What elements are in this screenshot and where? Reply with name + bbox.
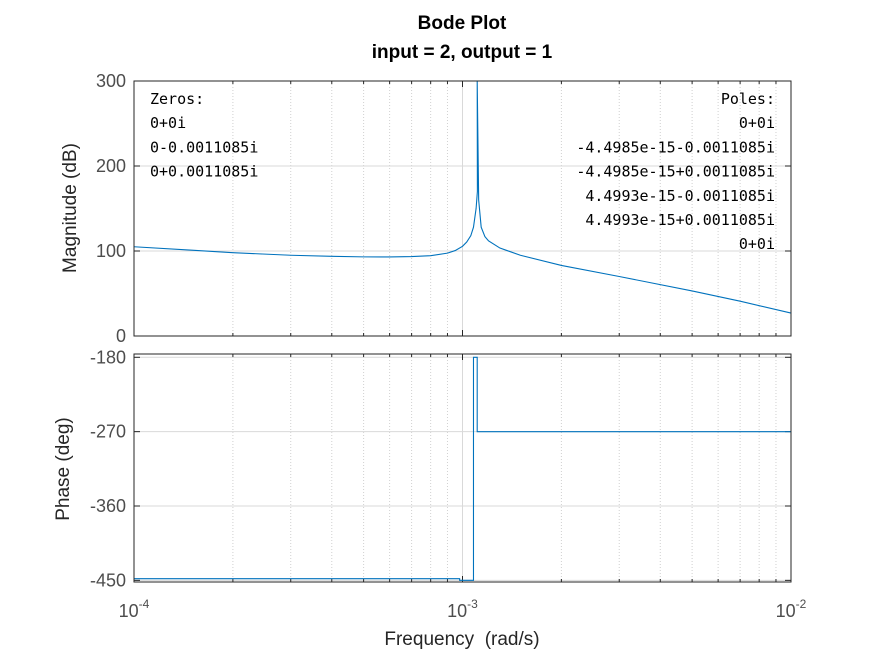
zeros-annotation: Zeros: 0+0i 0-0.0011085i 0+0.0011085i <box>150 90 258 181</box>
phase-axes: -450 -360 -270 -180 10-4 10-3 10-2 <box>90 347 807 621</box>
poles-text-line: -4.4985e-15-0.0011085i <box>576 138 775 156</box>
magnitude-y-tick-label: 300 <box>96 71 126 91</box>
phase-y-tick-label: -360 <box>90 496 126 516</box>
magnitude-y-tick-label: 0 <box>116 326 126 346</box>
magnitude-y-tick-label: 100 <box>96 241 126 261</box>
phase-grid <box>133 354 792 582</box>
zeros-text-line: 0-0.0011085i <box>150 138 258 156</box>
phase-y-tick-label: -180 <box>90 347 126 367</box>
x-axis-label: Frequency (rad/s) <box>384 629 539 650</box>
poles-text-line: 4.4993e-15+0.0011085i <box>585 211 775 229</box>
zeros-text-line: 0+0.0011085i <box>150 163 258 181</box>
x-tick-label: 10-4 <box>119 597 150 621</box>
poles-text-line: 0+0i <box>739 114 775 132</box>
zeros-text-line: Zeros: <box>150 90 204 108</box>
phase-axes-box <box>133 353 792 583</box>
magnitude-y-axis-label: Magnitude (dB) <box>60 143 81 273</box>
phase-y-tick-label: -270 <box>90 422 126 442</box>
x-tick-label: 10-2 <box>776 597 807 621</box>
zeros-text-line: 0+0i <box>150 114 186 132</box>
poles-text-line: -4.4985e-15+0.0011085i <box>576 163 775 181</box>
magnitude-grid <box>133 80 792 337</box>
chart-title: Bode Plot <box>418 13 507 34</box>
poles-text-line: Poles: <box>721 90 775 108</box>
phase-series-line <box>134 356 791 581</box>
poles-text-line: 4.4993e-15-0.0011085i <box>585 187 775 205</box>
magnitude-series-line <box>133 80 792 314</box>
chart-subtitle: input = 2, output = 1 <box>372 42 553 63</box>
poles-annotation: Poles: 0+0i -4.4985e-15-0.0011085i -4.4985e… <box>576 90 775 253</box>
poles-text-line: 0+0i <box>739 235 775 253</box>
magnitude-y-tick-label: 200 <box>96 156 126 176</box>
magnitude-axes: 0 100 200 300 Zeros: 0+0i 0-0.0011085i 0+0.0011… <box>96 71 792 346</box>
magnitude-axes-box <box>133 80 792 337</box>
phase-y-axis-label: Phase (deg) <box>53 417 74 521</box>
phase-y-tick-label: -450 <box>90 570 126 590</box>
x-tick-label: 10-3 <box>447 597 478 621</box>
